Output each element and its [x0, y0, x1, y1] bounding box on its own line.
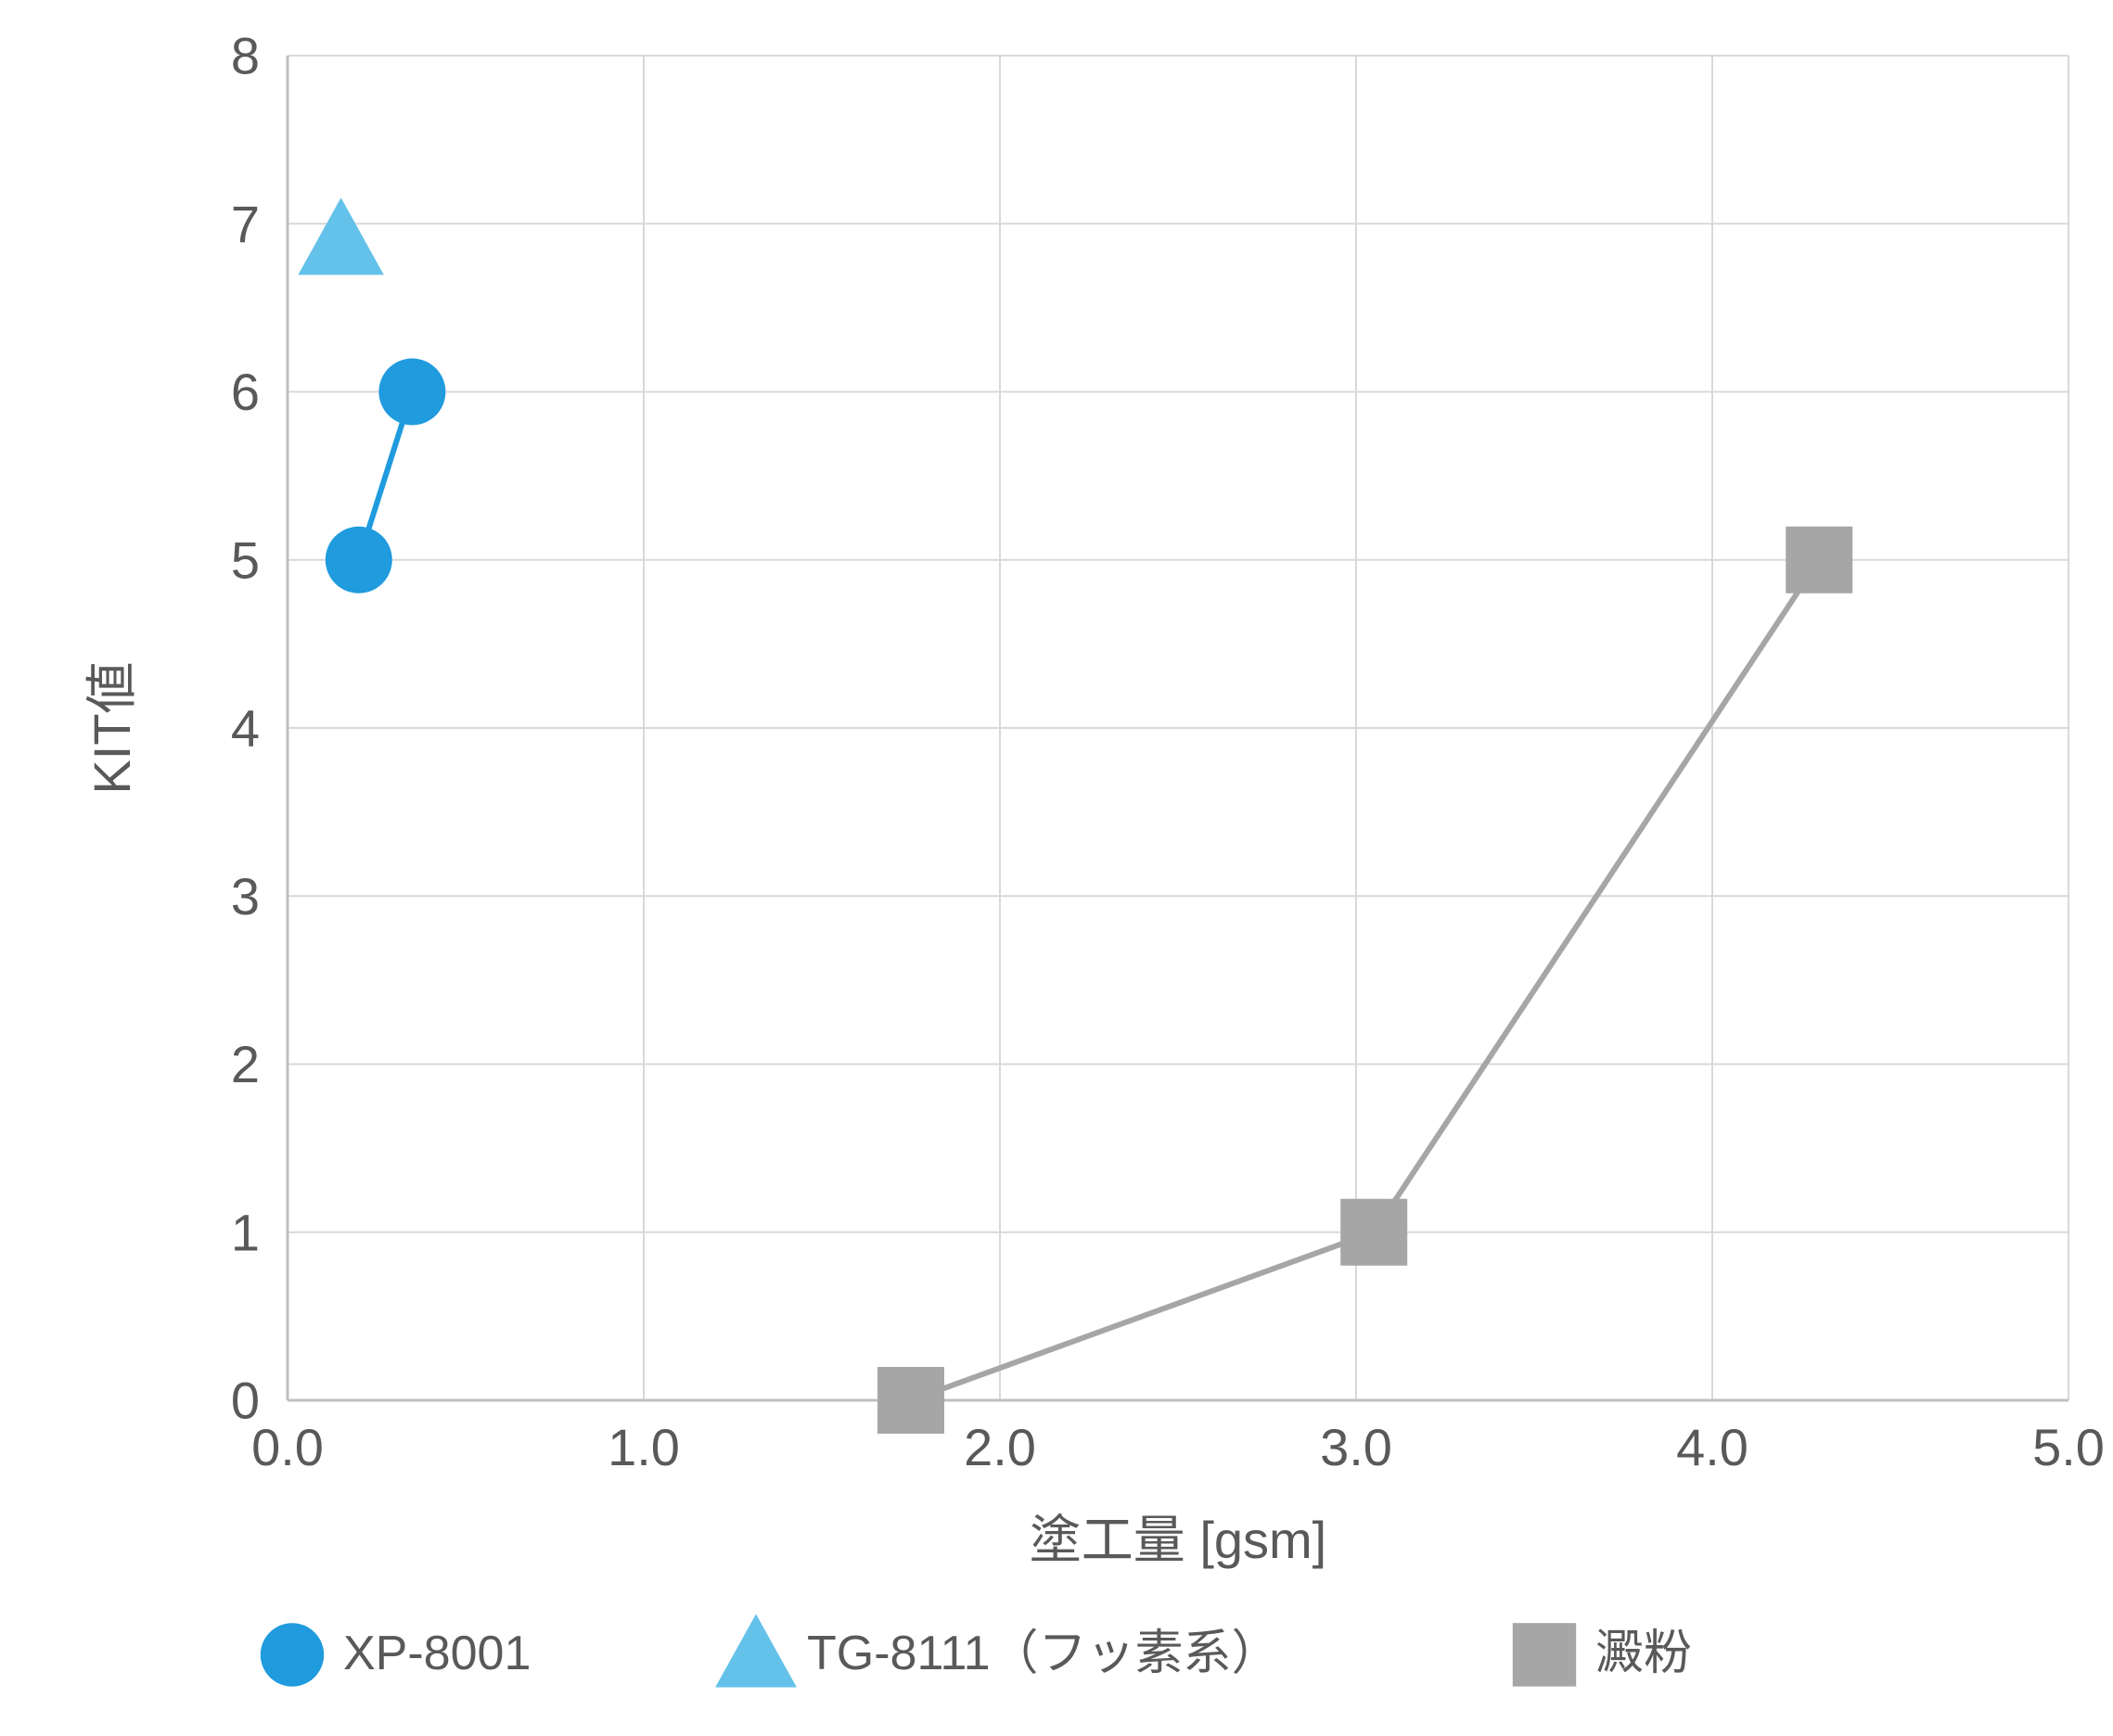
marker-circle	[326, 527, 392, 594]
y-tick-label: 2	[231, 1035, 260, 1093]
y-tick-label: 3	[231, 867, 260, 925]
x-tick-label: 4.0	[1676, 1418, 1748, 1476]
marker-circle	[261, 1623, 324, 1686]
y-tick-label: 8	[231, 27, 260, 85]
x-tick-label: 5.0	[2032, 1418, 2105, 1476]
y-tick-label: 4	[231, 699, 260, 758]
x-tick-label: 3.0	[1320, 1418, 1392, 1476]
x-tick-label: 1.0	[608, 1418, 680, 1476]
y-axis-title: KIT値	[83, 661, 141, 794]
y-tick-label: 5	[231, 530, 260, 589]
marker-square	[1786, 527, 1852, 594]
y-tick-label: 6	[231, 363, 260, 421]
y-tick-label: 1	[231, 1203, 260, 1261]
legend-label: 澱粉	[1595, 1627, 1692, 1680]
x-tick-label: 0.0	[251, 1418, 324, 1476]
legend-label: XP-8001	[343, 1627, 531, 1680]
marker-square	[1340, 1199, 1407, 1266]
chart-container: 0123456780.01.02.03.04.05.0塗工量 [gsm]KIT値…	[0, 0, 2113, 1736]
legend-label: TG-8111（フッ素系）	[807, 1627, 1280, 1680]
marker-square	[1513, 1623, 1576, 1686]
x-tick-label: 2.0	[964, 1418, 1036, 1476]
x-axis-title: 塗工量 [gsm]	[1030, 1511, 1326, 1569]
chart-svg: 0123456780.01.02.03.04.05.0塗工量 [gsm]KIT値…	[0, 0, 2113, 1736]
marker-circle	[378, 359, 445, 426]
marker-square	[877, 1367, 944, 1434]
y-tick-label: 7	[231, 195, 260, 253]
